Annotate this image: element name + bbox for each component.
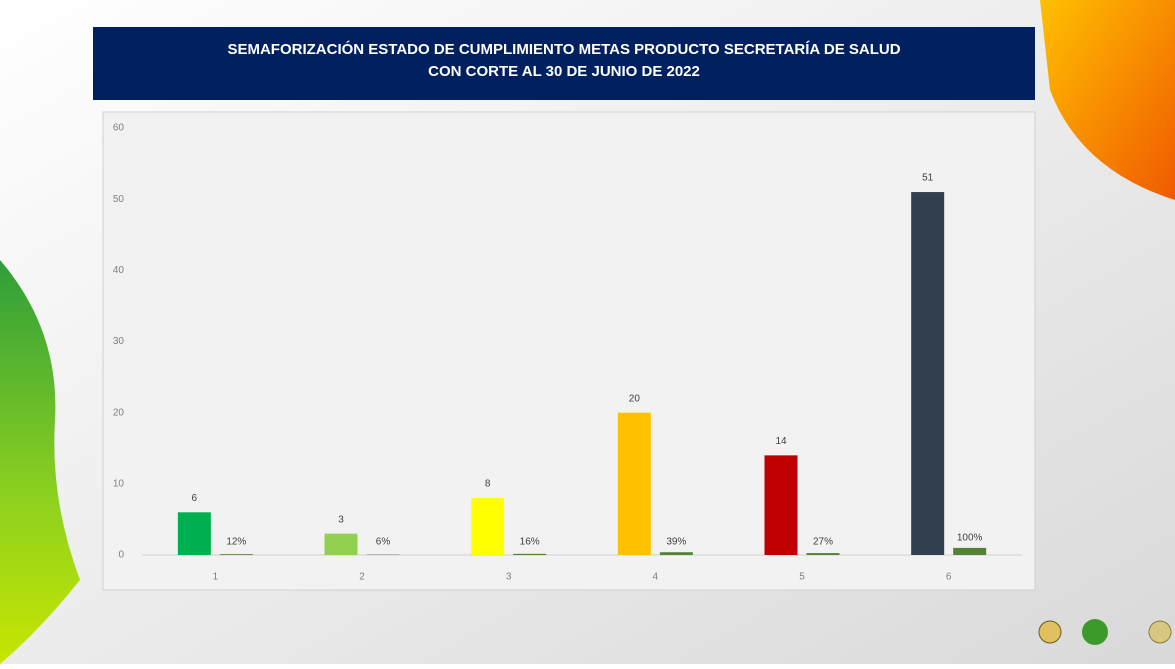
x-tick-label: 4: [653, 572, 659, 583]
logo: [1149, 621, 1171, 643]
y-tick-label: 20: [113, 407, 125, 418]
logo: [1039, 621, 1061, 643]
bar: [765, 455, 798, 555]
bar: [807, 553, 840, 555]
data-label: 12%: [226, 537, 246, 548]
x-tick-label: 3: [506, 572, 512, 583]
data-label: 8: [485, 479, 491, 490]
y-tick-label: 40: [113, 265, 125, 276]
data-label: 16%: [520, 537, 540, 548]
data-label: 51: [922, 173, 934, 184]
y-tick-label: 50: [113, 194, 125, 205]
bar: [471, 498, 504, 555]
data-label: 20: [629, 393, 641, 404]
logo: [1082, 619, 1108, 645]
slide: SEMAFORIZACIÓN ESTADO DE CUMPLIMIENTO ME…: [0, 0, 1175, 664]
data-label: 39%: [666, 537, 686, 548]
bar: [220, 554, 253, 555]
data-label: 3: [338, 514, 344, 525]
bar: [325, 534, 358, 555]
data-label: 6%: [376, 537, 391, 548]
plot-panel: [103, 112, 1035, 590]
chart-title: SEMAFORIZACIÓN ESTADO DE CUMPLIMIENTO ME…: [227, 40, 900, 58]
bar: [911, 192, 944, 555]
data-label: 100%: [957, 533, 983, 544]
bar: [513, 554, 546, 555]
bar: [953, 548, 986, 555]
y-tick-label: 10: [113, 478, 125, 489]
bar: [618, 413, 651, 555]
chart-title: CON CORTE AL 30 DE JUNIO DE 2022: [428, 63, 700, 80]
y-tick-label: 0: [118, 550, 124, 561]
bar: [178, 512, 211, 555]
y-tick-label: 30: [113, 336, 125, 347]
x-tick-label: 5: [799, 572, 805, 583]
data-label: 6: [192, 493, 198, 504]
page: SEMAFORIZACIÓN ESTADO DE CUMPLIMIENTO ME…: [0, 0, 1175, 664]
x-tick-label: 6: [946, 572, 952, 583]
x-tick-label: 1: [213, 572, 219, 583]
y-tick-label: 60: [113, 123, 125, 134]
bar: [660, 552, 693, 555]
data-label: 14: [775, 436, 787, 447]
x-tick-label: 2: [359, 572, 365, 583]
data-label: 27%: [813, 537, 833, 548]
